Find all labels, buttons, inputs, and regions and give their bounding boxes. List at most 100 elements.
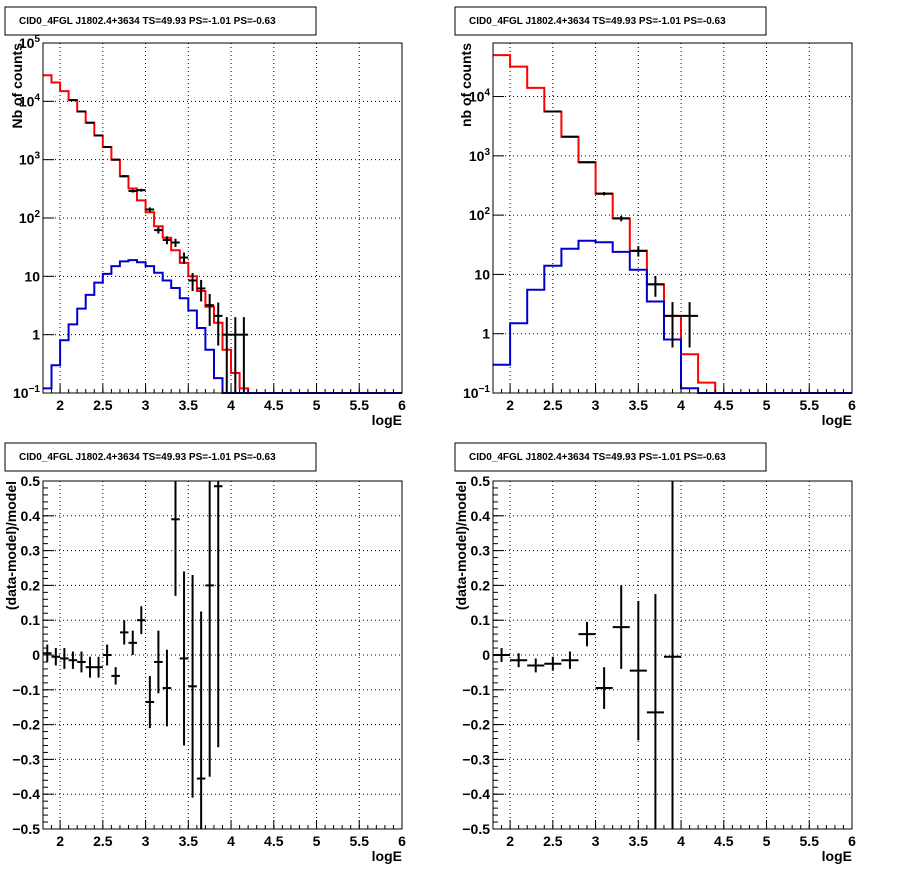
y-tick-label: 0 [482, 647, 490, 663]
y-tick-label: 102 [19, 209, 41, 226]
x-axis-label: logE [822, 412, 852, 428]
x-tick-label: 5 [763, 397, 771, 413]
x-tick-label: 3 [592, 833, 600, 849]
y-tick-label: 1 [32, 327, 40, 343]
y-tick-label: −0.5 [12, 821, 40, 837]
y-tick-label: 10 [24, 268, 40, 284]
y-tick-label: −0.3 [462, 751, 490, 767]
y-tick-label: 0.4 [21, 508, 41, 524]
tick-layer: 2 2.5 3 3.5 4 4.5 5 5.5 6 −0.5 −0.4 −0.3 −0.2 −0.1 0 0.… [12, 473, 406, 849]
y-tick-label: −0.2 [12, 717, 40, 733]
x-tick-label: 4 [227, 397, 235, 413]
y-axis-label: Nb of counts [9, 43, 25, 129]
x-tick-label: 4.5 [714, 833, 734, 849]
title-box [4, 442, 317, 472]
x-tick-label: 4.5 [264, 833, 284, 849]
y-tick-label: 10−1 [13, 384, 40, 401]
y-tick-label: 0.5 [471, 473, 491, 489]
x-tick-label: 3 [142, 833, 150, 849]
chart-title: CID0_4FGL J1802.4+3634 TS=49.93 PS=-1.01… [19, 452, 276, 463]
y-tick-label: 0.3 [471, 543, 491, 559]
chart-title: CID0_4FGL J1802.4+3634 TS=49.93 PS=-1.01… [19, 16, 276, 27]
points-layer [544, 110, 699, 348]
x-tick-label: 5 [313, 833, 321, 849]
tick-layer: 2 2.5 3 3.5 4 4.5 5 5.5 6 −0.5 −0.4 −0.3 −0.2 −0.1 0 0.… [462, 473, 856, 849]
title-box [4, 6, 317, 36]
x-tick-label: 5.5 [350, 833, 370, 849]
x-tick-label: 3 [142, 397, 150, 413]
x-tick-label: 4 [227, 833, 235, 849]
x-tick-label: 4 [677, 833, 685, 849]
y-tick-label: −0.4 [462, 786, 490, 802]
y-tick-label: 0.2 [21, 577, 41, 593]
x-tick-label: 3.5 [179, 833, 199, 849]
panel-counts-right: 2 2.5 3 3.5 4 4.5 5 5.5 6 10−1 1 10 102 103 104 nb of … [454, 6, 856, 428]
y-tick-label: 0.4 [471, 508, 491, 524]
series-layer [43, 74, 402, 394]
x-tick-label: 3.5 [629, 397, 649, 413]
x-tick-label: 2 [506, 833, 514, 849]
y-tick-label: 104 [19, 92, 41, 109]
x-tick-label: 3.5 [629, 833, 649, 849]
y-tick-label: −0.3 [12, 751, 40, 767]
x-tick-label: 3.5 [179, 397, 199, 413]
x-tick-label: 5 [763, 833, 771, 849]
x-tick-label: 5.5 [800, 833, 820, 849]
y-tick-label: 0 [32, 647, 40, 663]
x-tick-label: 6 [398, 833, 406, 849]
y-tick-label: −0.5 [462, 821, 490, 837]
x-tick-label: 6 [848, 397, 856, 413]
tick-layer: 2 2.5 3 3.5 4 4.5 5 5.5 6 10−1 1 10 102 103 104 105 [13, 34, 406, 413]
y-tick-label: 102 [469, 206, 491, 223]
y-tick-label: 105 [19, 34, 41, 51]
x-tick-label: 2 [506, 397, 514, 413]
tick-layer: 2 2.5 3 3.5 4 4.5 5 5.5 6 10−1 1 10 102 103 104 [463, 88, 856, 413]
x-tick-label: 2 [56, 397, 64, 413]
y-tick-label: 0.3 [21, 543, 41, 559]
y-tick-label: 0.1 [21, 612, 41, 628]
y-tick-label: −0.1 [462, 682, 490, 698]
y-tick-label: 0.1 [471, 612, 491, 628]
y-tick-label: −0.4 [12, 786, 40, 802]
panel-residuals-right: 2 2.5 3 3.5 4 4.5 5 5.5 6 −0.5 −0.4 −0.3 −0.2 −0.1 0 0.… [453, 442, 856, 864]
y-axis-label: (data-model)/model [453, 481, 469, 610]
x-tick-label: 2 [56, 833, 64, 849]
y-tick-label: 103 [19, 151, 41, 168]
title-box [454, 6, 767, 36]
plot-frame [42, 480, 403, 830]
x-tick-label: 4 [677, 397, 685, 413]
x-tick-label: 2.5 [543, 397, 563, 413]
x-tick-label: 6 [398, 397, 406, 413]
y-tick-label: −0.1 [12, 682, 40, 698]
y-tick-label: 1 [482, 326, 490, 342]
y-tick-label: 0.2 [471, 577, 491, 593]
x-tick-label: 2.5 [543, 833, 563, 849]
y-axis-label: (data-model)/model [3, 481, 19, 610]
x-tick-label: 2.5 [93, 833, 113, 849]
x-tick-label: 4.5 [714, 397, 734, 413]
x-tick-label: 6 [848, 833, 856, 849]
panel-residuals-left: 2 2.5 3 3.5 4 4.5 5 5.5 6 −0.5 −0.4 −0.3 −0.2 −0.1 0 0.… [3, 442, 406, 864]
y-tick-label: 0.5 [21, 473, 41, 489]
x-tick-label: 4.5 [264, 397, 284, 413]
x-tick-label: 5.5 [800, 397, 820, 413]
x-axis-label: logE [822, 848, 852, 864]
x-tick-label: 2.5 [93, 397, 113, 413]
points-layer [68, 99, 249, 393]
model-total-histogram [43, 74, 402, 394]
title-box [454, 442, 767, 472]
x-axis-label: logE [372, 412, 402, 428]
x-tick-label: 5.5 [350, 397, 370, 413]
points-layer [43, 481, 223, 829]
points-layer [493, 481, 682, 829]
y-tick-label: 10−1 [463, 384, 490, 401]
y-tick-label: −0.2 [462, 717, 490, 733]
y-tick-label: 10 [474, 266, 490, 282]
x-axis-label: logE [372, 848, 402, 864]
y-axis-label: nb of counts [458, 43, 474, 127]
chart-title: CID0_4FGL J1802.4+3634 TS=49.93 PS=-1.01… [469, 16, 726, 27]
panel-counts-left: 2 2.5 3 3.5 4 4.5 5 5.5 6 10−1 1 10 102 103 104 105 Nb … [4, 6, 406, 428]
y-tick-label: 103 [469, 147, 491, 164]
y-tick-label: 104 [469, 88, 491, 105]
